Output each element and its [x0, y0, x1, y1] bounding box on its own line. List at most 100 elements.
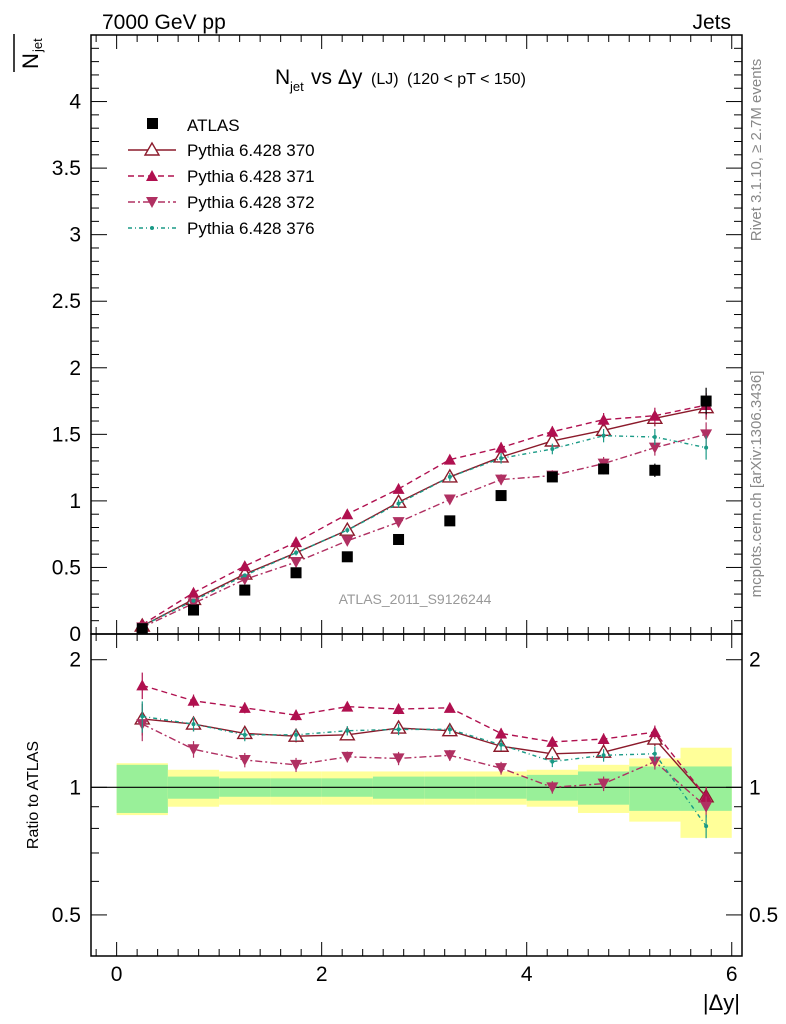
ylabel-main-sub: jet — [30, 38, 45, 53]
x-tick-label: 2 — [316, 963, 328, 986]
series-2-ratio-point — [443, 701, 456, 713]
series-4-ratio-point — [242, 732, 247, 737]
series-2-ratio-point — [290, 709, 303, 721]
ratio-y-tick-label-right: 0.5 — [749, 904, 778, 927]
series-3-point — [495, 474, 508, 486]
band-stat — [116, 764, 168, 813]
uncertainty-bands — [116, 747, 732, 838]
data-point — [700, 395, 712, 407]
series-3-line — [141, 433, 707, 628]
y-tick-label: 0 — [69, 623, 81, 646]
series-3-point — [443, 494, 456, 506]
series-4-ratio-point — [345, 728, 350, 733]
x-tick-label: 4 — [521, 963, 533, 986]
legend-marker-1 — [143, 141, 161, 156]
watermark: ATLAS_2011_S9126244 — [339, 591, 492, 607]
series-1-line — [141, 407, 707, 627]
series-4-point — [396, 501, 401, 506]
series-4-ratio-point — [191, 722, 196, 727]
header-left: 7000 GeV pp — [102, 11, 226, 34]
data-point — [188, 604, 200, 616]
legend-marker-4 — [150, 226, 154, 230]
series-4-ratio-point — [140, 714, 145, 719]
series-4-point — [191, 598, 196, 603]
ratio-y-tick-label: 1 — [69, 776, 81, 799]
ratio-y-tick-label-right: 1 — [749, 776, 761, 799]
series-3-ratio-point — [341, 751, 354, 763]
data-point — [444, 515, 456, 527]
series-4-ratio-point — [652, 751, 657, 756]
series-3-ratio-point — [238, 755, 251, 767]
series-2-ratio-point — [392, 703, 405, 715]
main-ylabel: N jet — [13, 34, 45, 72]
y-tick-label: 2 — [69, 357, 81, 380]
legend-marker-3 — [146, 197, 158, 208]
title-main: N — [275, 66, 290, 89]
series-2-ratio-point — [597, 733, 610, 745]
data-point — [341, 551, 353, 563]
series-3-ratio-point — [495, 763, 508, 775]
series-2-ratio-point — [495, 727, 508, 739]
xlabel: |Δy| — [703, 990, 740, 1015]
series-3-ratio-point — [546, 782, 559, 794]
title-cut: (120 < pT < 150) — [407, 71, 526, 88]
band-stat — [629, 766, 681, 811]
legend: ATLAS Pythia 6.428 370 Pythia 6.428 371 Pyt… — [128, 116, 315, 238]
series-4-point — [345, 528, 350, 533]
data-point — [495, 490, 507, 502]
series-4-point — [550, 446, 555, 451]
series-4-point — [704, 445, 709, 450]
y-tick-label: 1.5 — [52, 423, 81, 446]
series-2-ratio-line — [142, 684, 707, 798]
y-tick-label: 3.5 — [52, 157, 81, 180]
series-4-ratio-point — [447, 727, 452, 732]
series-3-ratio-point — [443, 750, 456, 762]
header-right: Jets — [692, 11, 731, 34]
legend-label-atlas: ATLAS — [187, 116, 240, 135]
data-point — [239, 584, 251, 596]
series-2-ratio-point — [648, 726, 661, 738]
series-1-ratio-line — [142, 718, 707, 798]
series-2-point — [392, 482, 405, 494]
series-3-ratio-point — [597, 778, 610, 790]
series-3-point — [187, 598, 200, 610]
ratio-y-tick-label: 0.5 — [52, 904, 81, 927]
plot-title: N jet vs Δy (LJ) (120 < pT < 150) — [275, 66, 526, 94]
legend-label-1: Pythia 6.428 370 — [187, 141, 315, 160]
y-tick-label: 1 — [69, 490, 81, 513]
series-4-point — [601, 433, 606, 438]
series-4-point — [652, 434, 657, 439]
ratio-y-tick-label: 2 — [69, 649, 81, 672]
x-tick-label: 6 — [726, 963, 738, 986]
series-4-ratio-line — [142, 715, 707, 827]
series-2-point — [290, 536, 303, 548]
legend-label-2: Pythia 6.428 371 — [187, 167, 315, 186]
title-n: N — [275, 66, 290, 89]
rivet-label: Rivet 3.1.10, ≥ 2.7M events — [748, 59, 765, 242]
ratio-frame — [90, 633, 743, 957]
data-point — [290, 567, 302, 579]
data-point — [546, 471, 558, 483]
series-3-ratio-point — [290, 759, 303, 771]
data-point — [598, 463, 610, 475]
y-tick-label: 4 — [69, 91, 81, 114]
legend-marker-2 — [146, 170, 158, 181]
series-2-ratio-point — [341, 700, 354, 712]
x-tick-label: 0 — [111, 963, 123, 986]
series-4-ratio-point — [704, 824, 709, 829]
data-point — [649, 464, 661, 476]
series-3-point — [341, 535, 354, 547]
ratio-y-tick-label-right: 2 — [749, 649, 761, 672]
series-4-point — [242, 573, 247, 578]
series-3-point — [648, 442, 661, 454]
ylabel-main-text: N — [18, 53, 43, 69]
series-2-ratio-point — [136, 679, 149, 691]
legend-marker-atlas — [147, 118, 158, 129]
series-2-point — [238, 560, 251, 572]
series-3-ratio-point — [648, 756, 661, 768]
title-sub: jet — [289, 79, 304, 94]
series-2-ratio-point — [700, 790, 713, 802]
series-4-ratio-point — [601, 753, 606, 758]
mcplots-label: mcplots.cern.ch [arXiv:1306.3436] — [748, 371, 765, 598]
